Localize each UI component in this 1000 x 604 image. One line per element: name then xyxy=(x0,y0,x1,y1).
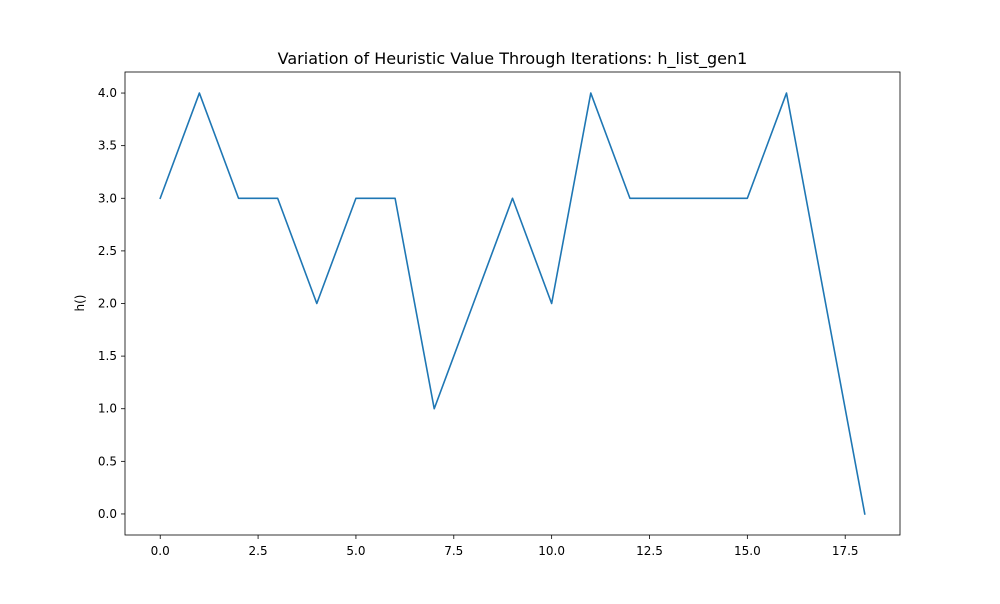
x-tick-label: 2.5 xyxy=(249,544,268,558)
x-tick-label: 12.5 xyxy=(636,544,663,558)
y-tick-label: 3.0 xyxy=(98,191,117,205)
series-line-0 xyxy=(159,92,866,515)
y-axis-label: h() xyxy=(73,295,87,312)
y-tick-label: 3.5 xyxy=(98,139,117,153)
y-tick-label: 2.5 xyxy=(98,244,117,258)
y-tick-label: 2.0 xyxy=(98,297,117,311)
chart-title: Variation of Heuristic Value Through Ite… xyxy=(278,49,748,69)
y-tick-label: 1.5 xyxy=(98,349,117,363)
y-tick-label: 0.0 xyxy=(98,507,117,521)
y-axis-label-group: h() xyxy=(73,295,87,312)
x-tick-label: 5.0 xyxy=(346,544,365,558)
plot-area: 0.0 2.5 5.0 7.5 10.0 12.5 15.0 17.5 0.0 0.5 1.0 1.5… xyxy=(98,71,901,558)
x-tick-label: 0.0 xyxy=(151,544,170,558)
x-tick-label: 7.5 xyxy=(444,544,463,558)
y-tick-label: 4.0 xyxy=(98,86,117,100)
y-tick-label: 0.5 xyxy=(98,454,117,468)
x-tick-label: 15.0 xyxy=(734,544,761,558)
y-tick-label: 1.0 xyxy=(98,402,117,416)
x-tick-label: 10.0 xyxy=(538,544,565,558)
x-tick-label: 17.5 xyxy=(832,544,859,558)
